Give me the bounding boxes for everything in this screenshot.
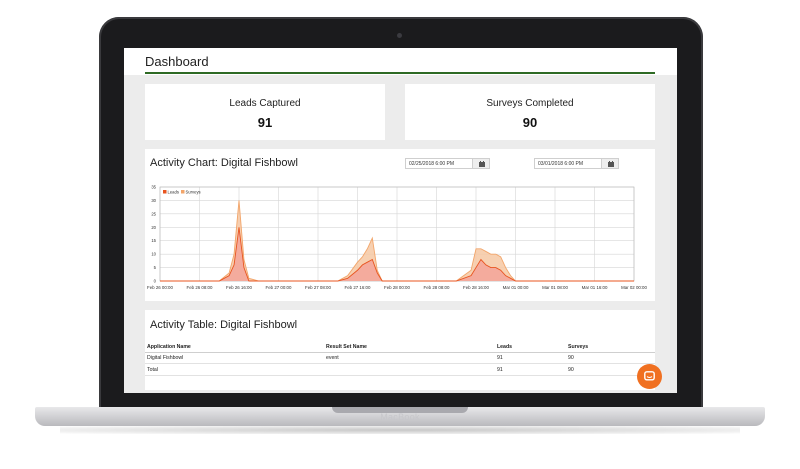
- calendar-icon: [608, 161, 614, 167]
- legend-label-leads: Leads: [168, 189, 179, 194]
- x-tick-label: Mar 01 00:00: [503, 285, 529, 290]
- x-tick-label: Feb 28 08:00: [424, 285, 450, 290]
- laptop-shadow: [60, 426, 740, 434]
- header-divider: [145, 352, 655, 353]
- chat-icon: [644, 371, 655, 381]
- row-divider: [145, 363, 655, 364]
- y-tick-label: 35: [151, 185, 156, 190]
- table-cell-surveys: 90: [568, 367, 574, 373]
- column-header-application-name: Application Name: [147, 344, 191, 350]
- laptop-chin: [101, 393, 699, 407]
- legend-swatch-leads: [163, 190, 167, 194]
- table-cell-application-name: Digital Fishbowl: [147, 355, 184, 361]
- surveys-completed-label: Surveys Completed: [486, 98, 574, 109]
- x-tick-label: Feb 28 00:00: [384, 285, 410, 290]
- x-tick-label: Feb 27 00:00: [266, 285, 292, 290]
- x-tick-label: Mar 01 08:00: [542, 285, 568, 290]
- activity-table-card: Activity Table: Digital Fishbowl Applica…: [145, 310, 655, 390]
- laptop-notch: [332, 407, 468, 413]
- device-brand: MacBook: [380, 412, 420, 422]
- series-line-surveys: [160, 200, 634, 282]
- x-tick-label: Feb 27 16:00: [345, 285, 371, 290]
- table-cell-result-set-name: event: [326, 355, 339, 361]
- column-header-leads: Leads: [497, 344, 512, 350]
- table-cell-leads: 91: [497, 367, 503, 373]
- surveys-completed-card: Surveys Completed 90: [405, 84, 655, 140]
- y-tick-label: 30: [151, 198, 156, 203]
- series-line-leads: [160, 227, 634, 282]
- leads-captured-label: Leads Captured: [229, 98, 301, 109]
- x-tick-label: Feb 27 08:00: [305, 285, 331, 290]
- x-tick-label: Feb 26 00:00: [147, 285, 173, 290]
- table-cell-leads: 91: [497, 355, 503, 361]
- y-tick-label: 20: [151, 225, 156, 230]
- header-bar: Dashboard: [124, 48, 677, 75]
- leads-captured-value: 91: [257, 115, 273, 130]
- table-cell-surveys: 90: [568, 355, 574, 361]
- row-divider: [145, 375, 655, 376]
- column-header-surveys: Surveys: [568, 344, 589, 350]
- leads-captured-card: Leads Captured 91: [145, 84, 385, 140]
- calendar-icon: [479, 161, 485, 167]
- activity-table-title: Activity Table: Digital Fishbowl: [150, 319, 298, 331]
- activity-chart-card: Activity Chart: Digital Fishbowl 02/25/2…: [145, 149, 655, 301]
- y-tick-label: 25: [151, 211, 156, 216]
- legend-label-surveys: Surveys: [186, 189, 201, 194]
- legend-swatch-surveys: [181, 190, 185, 194]
- x-tick-label: Mar 01 16:00: [582, 285, 608, 290]
- x-tick-label: Mar 02 00:00: [621, 285, 647, 290]
- camera-icon: [397, 33, 402, 38]
- x-tick-label: Feb 26 08:00: [187, 285, 213, 290]
- y-tick-label: 5: [154, 265, 157, 270]
- x-tick-label: Feb 26 16:00: [226, 285, 252, 290]
- title-underline: [145, 72, 655, 74]
- surveys-completed-value: 90: [522, 115, 538, 130]
- y-tick-label: 10: [151, 252, 156, 257]
- table-cell-application-name: Total: [147, 367, 158, 373]
- start-date-calendar-button[interactable]: [472, 158, 490, 169]
- dashboard-screen: Dashboard Leads Captured 91 Surveys Comp…: [124, 48, 677, 393]
- laptop-base: [35, 407, 765, 426]
- x-tick-label: Feb 28 16:00: [463, 285, 489, 290]
- y-tick-label: 15: [151, 238, 156, 243]
- page-title: Dashboard: [145, 54, 209, 69]
- chat-launcher-button[interactable]: [637, 364, 662, 389]
- y-tick-label: 0: [154, 279, 157, 284]
- column-header-result-set-name: Result Set Name: [326, 344, 367, 350]
- activity-chart-title: Activity Chart: Digital Fishbowl: [150, 157, 298, 169]
- end-date-calendar-button[interactable]: [601, 158, 619, 169]
